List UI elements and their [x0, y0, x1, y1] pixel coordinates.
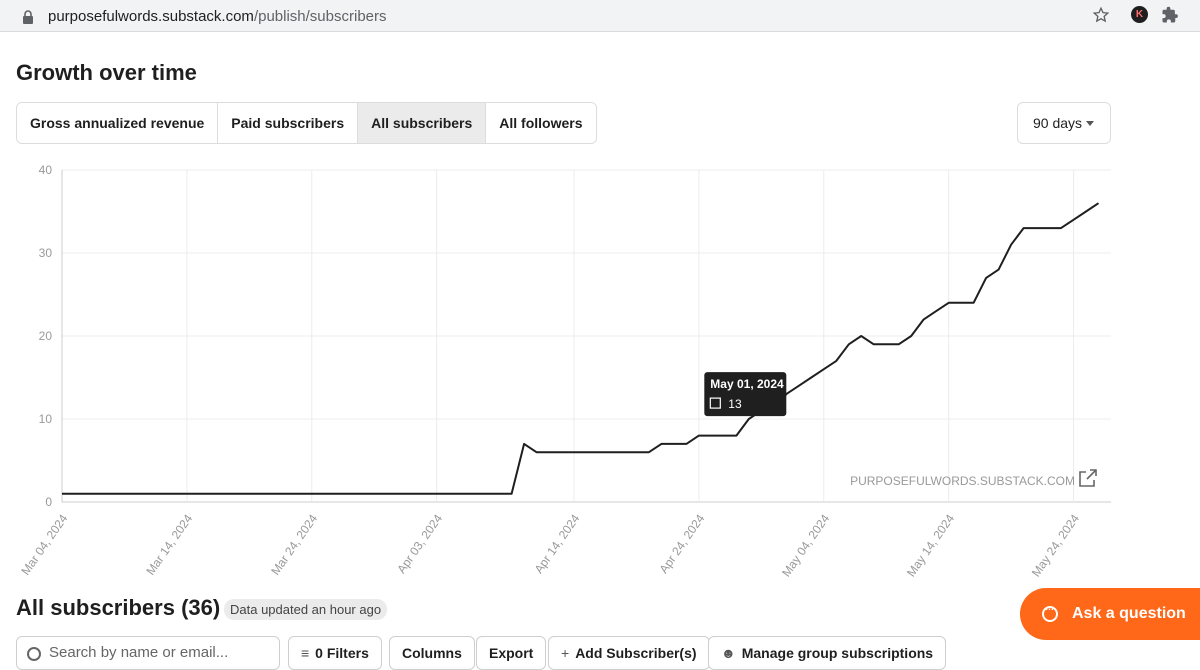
lock-icon	[23, 10, 33, 24]
url-text: purposefulwords.substack.com/publish/sub…	[48, 8, 387, 25]
external-link-icon[interactable]	[1079, 469, 1097, 487]
date-range-value: 90 days	[1033, 115, 1083, 131]
page-title: Growth over time	[16, 60, 197, 85]
caret-down-icon	[1086, 121, 1094, 126]
columns-button[interactable]: Columns	[389, 636, 475, 670]
y-axis-ticks: 0 10 20 30 40	[39, 163, 53, 509]
tab-paid-subscribers[interactable]: Paid subscribers	[218, 103, 359, 143]
x-tick-label: May 04, 2024	[779, 511, 832, 579]
group-icon: ☻	[721, 645, 736, 661]
search-input[interactable]	[47, 643, 271, 662]
x-axis-ticks: Mar 04, 2024 Mar 14, 2024 Mar 24, 2024 Apr …	[18, 511, 1082, 579]
plus-icon: +	[561, 645, 570, 661]
url-domain: purposefulwords.substack.com	[48, 8, 254, 25]
url-path: /publish/subscribers	[253, 8, 387, 25]
x-tick-label: May 14, 2024	[904, 511, 957, 579]
manage-group-label: Manage group subscriptions	[741, 645, 934, 661]
columns-label: Columns	[402, 645, 462, 661]
tooltip-value: 13	[728, 397, 742, 411]
tooltip-series-swatch	[709, 397, 721, 409]
search-icon	[27, 647, 41, 661]
date-range-select[interactable]: 90 days	[1017, 102, 1111, 144]
tab-all-subscribers[interactable]: All subscribers	[358, 103, 487, 143]
y-tick-label: 30	[39, 246, 53, 260]
filters-button[interactable]: ≡ 0 Filters	[288, 636, 382, 670]
tooltip-background	[704, 372, 787, 417]
bookmark-star-icon[interactable]	[1092, 6, 1110, 24]
extensions-puzzle-icon[interactable]	[1161, 6, 1179, 24]
add-subscriber-button[interactable]: + Add Subscriber(s)	[548, 636, 710, 670]
x-tick-label: Apr 24, 2024	[656, 511, 707, 576]
address-bar[interactable]: purposefulwords.substack.com/publish/sub…	[8, 2, 1120, 28]
x-tick-label: Mar 24, 2024	[268, 511, 320, 577]
ask-a-question-label: Ask a question	[1072, 605, 1186, 622]
subscribers-title: All subscribers (36)	[16, 595, 221, 620]
subscriber-search[interactable]	[16, 636, 280, 670]
metric-tabs: Gross annualized revenue Paid subscriber…	[16, 102, 597, 144]
y-tick-label: 10	[39, 412, 53, 426]
chart-tooltip: May 01, 2024 13	[704, 372, 787, 417]
tooltip-date: May 01, 2024	[710, 377, 784, 391]
x-tick-label: Apr 03, 2024	[394, 511, 445, 576]
add-subscriber-label: Add Subscriber(s)	[575, 645, 697, 661]
x-tick-label: Apr 14, 2024	[532, 511, 583, 576]
export-button[interactable]: Export	[476, 636, 547, 670]
filters-label: 0 Filters	[315, 645, 369, 661]
profile-avatar[interactable]: K	[1131, 6, 1148, 23]
y-tick-label: 40	[39, 163, 53, 177]
export-label: Export	[489, 645, 534, 661]
x-tick-label: May 24, 2024	[1029, 511, 1082, 579]
series-line-all-subscribers	[62, 202, 1100, 495]
chart-grid	[61, 169, 1111, 503]
x-tick-label: Mar 14, 2024	[143, 511, 195, 577]
tab-all-followers[interactable]: All followers	[486, 103, 596, 143]
manage-group-subscriptions-button[interactable]: ☻ Manage group subscriptions	[708, 636, 947, 670]
y-tick-label: 20	[39, 329, 53, 343]
data-updated-badge: Data updated an hour ago	[224, 599, 388, 620]
tab-gross-annualized-revenue[interactable]: Gross annualized revenue	[17, 103, 219, 143]
filter-icon: ≡	[301, 645, 310, 661]
ask-a-question-button[interactable]: Ask a question	[1020, 588, 1200, 640]
growth-chart: 0 10 20 30 40 Mar 04, 2024 Mar 14, 2024 Mar 24…	[18, 163, 1111, 579]
browser-toolbar: purposefulwords.substack.com/publish/sub…	[0, 0, 1200, 32]
chat-bubble-icon	[1042, 602, 1058, 622]
x-tick-label: Mar 04, 2024	[18, 511, 70, 577]
chart-watermark: PURPOSEFULWORDS.SUBSTACK.COM	[850, 474, 1075, 488]
y-tick-label: 0	[45, 495, 52, 509]
